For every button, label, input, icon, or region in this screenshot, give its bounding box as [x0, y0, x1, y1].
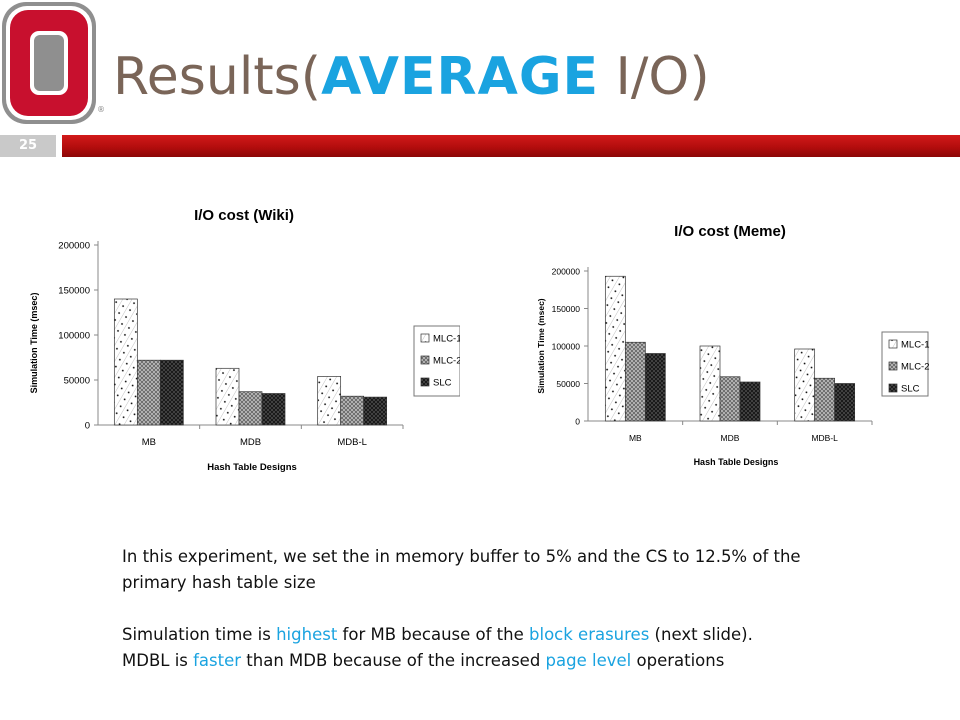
slide-number: 25: [0, 135, 56, 157]
bar-mlc-1-mdb-l: [317, 376, 342, 426]
block-o-logo-icon: ®: [2, 2, 104, 124]
chart-wiki: I/O cost (Wiki) 0 50000 100000 150000 200000…: [29, 207, 460, 473]
bar-mlc-1-mdb-l: [794, 348, 816, 422]
x-axis-label: Hash Table Designs: [207, 462, 297, 473]
x-tick-label: MDB: [240, 437, 261, 448]
title-accent: AVERAGE: [321, 47, 600, 107]
title-suffix: I/O): [599, 47, 710, 107]
x-tick-label: MDB-L: [337, 437, 367, 448]
legend: MLC-1 MLC-2 SLC: [881, 331, 930, 397]
text-span: Simulation time is: [122, 625, 277, 644]
bar-mlc-1-mdb: [699, 345, 721, 422]
bar-mlc-2-mb: [624, 341, 646, 422]
highlight-faster: faster: [193, 651, 242, 670]
x-tick-label: MB: [142, 437, 156, 448]
x-tick-label: MB: [629, 433, 642, 443]
text-span: (next slide).: [649, 625, 753, 644]
experiment-description: In this experiment, we set the in memory…: [122, 547, 801, 592]
legend-label: MLC-1: [901, 340, 930, 351]
legend: MLC-1 MLC-2 SLC: [413, 325, 460, 397]
y-tick-label: 200000: [552, 267, 581, 277]
y-tick-label: 0: [85, 421, 90, 432]
title-prefix: Results(: [113, 47, 322, 107]
bar-mlc-2-mb: [136, 359, 161, 426]
text-span: than MDB because of the increased: [241, 651, 546, 670]
chart-meme: I/O cost (Meme) 0 50000 100000 150000 200000…: [536, 223, 930, 467]
bar-mlc-2-mdb: [238, 391, 263, 426]
results-line-1: Simulation time is highest for MB becaus…: [122, 622, 862, 648]
y-tick-label: 50000: [556, 379, 580, 389]
bar-mlc-1-mb: [604, 275, 626, 422]
header-bar: [62, 135, 960, 157]
bar-slc-mdb: [739, 381, 761, 422]
legend-swatch: [888, 361, 898, 371]
bar-slc-mb: [644, 353, 666, 422]
legend-label: MLC-2: [901, 362, 930, 373]
y-axis-label: Simulation Time (msec): [29, 293, 39, 394]
y-tick-label: 200000: [58, 241, 90, 252]
results-line-2: MDBL is faster than MDB because of the i…: [122, 648, 862, 674]
y-tick-label: 50000: [64, 376, 90, 387]
legend-label: SLC: [901, 384, 920, 395]
y-tick-label: 0: [575, 417, 580, 427]
highlight-highest: highest: [276, 625, 338, 644]
y-tick-label: 100000: [552, 342, 581, 352]
legend-swatch: [420, 333, 430, 343]
x-tick-label: MDB: [721, 433, 740, 443]
x-axis-label: Hash Table Designs: [694, 457, 779, 467]
y-axis-label: Simulation Time (msec): [536, 298, 546, 393]
bar-slc-mdb-l: [363, 396, 388, 426]
bar-mlc-1-mb: [113, 298, 138, 426]
bar-mlc-2-mdb-l: [814, 377, 836, 422]
page-title: Results(AVERAGE I/O): [113, 46, 710, 108]
bar-mlc-2-mdb: [719, 376, 741, 422]
bar-slc-mdb: [261, 393, 286, 426]
bar-slc-mdb-l: [834, 383, 856, 422]
text-span: MDBL is: [122, 651, 194, 670]
bar-mlc-1-mdb: [215, 367, 240, 426]
highlight-block-erasures: block erasures: [529, 625, 650, 644]
legend-label: SLC: [433, 378, 452, 389]
highlight-page-level: page level: [545, 651, 632, 670]
text-span: operations: [631, 651, 725, 670]
bar-slc-mb: [159, 359, 184, 426]
y-tick-label: 150000: [552, 304, 581, 314]
text-span: for MB because of the: [337, 625, 530, 644]
x-tick-label: MDB-L: [811, 433, 838, 443]
y-tick-label: 100000: [58, 331, 90, 342]
y-tick-label: 150000: [58, 286, 90, 297]
legend-swatch: [420, 355, 430, 365]
bar-mlc-2-mdb-l: [340, 395, 365, 426]
chart-title: I/O cost (Meme): [674, 223, 786, 240]
legend-label: MLC-2: [433, 356, 460, 367]
legend-swatch: [420, 377, 430, 387]
legend-swatch: [888, 339, 898, 349]
svg-text:®: ®: [97, 105, 104, 114]
body-text: In this experiment, we set the in memory…: [122, 544, 862, 674]
chart-title: I/O cost (Wiki): [194, 207, 294, 224]
legend-label: MLC-1: [433, 334, 460, 345]
legend-swatch: [888, 383, 898, 393]
